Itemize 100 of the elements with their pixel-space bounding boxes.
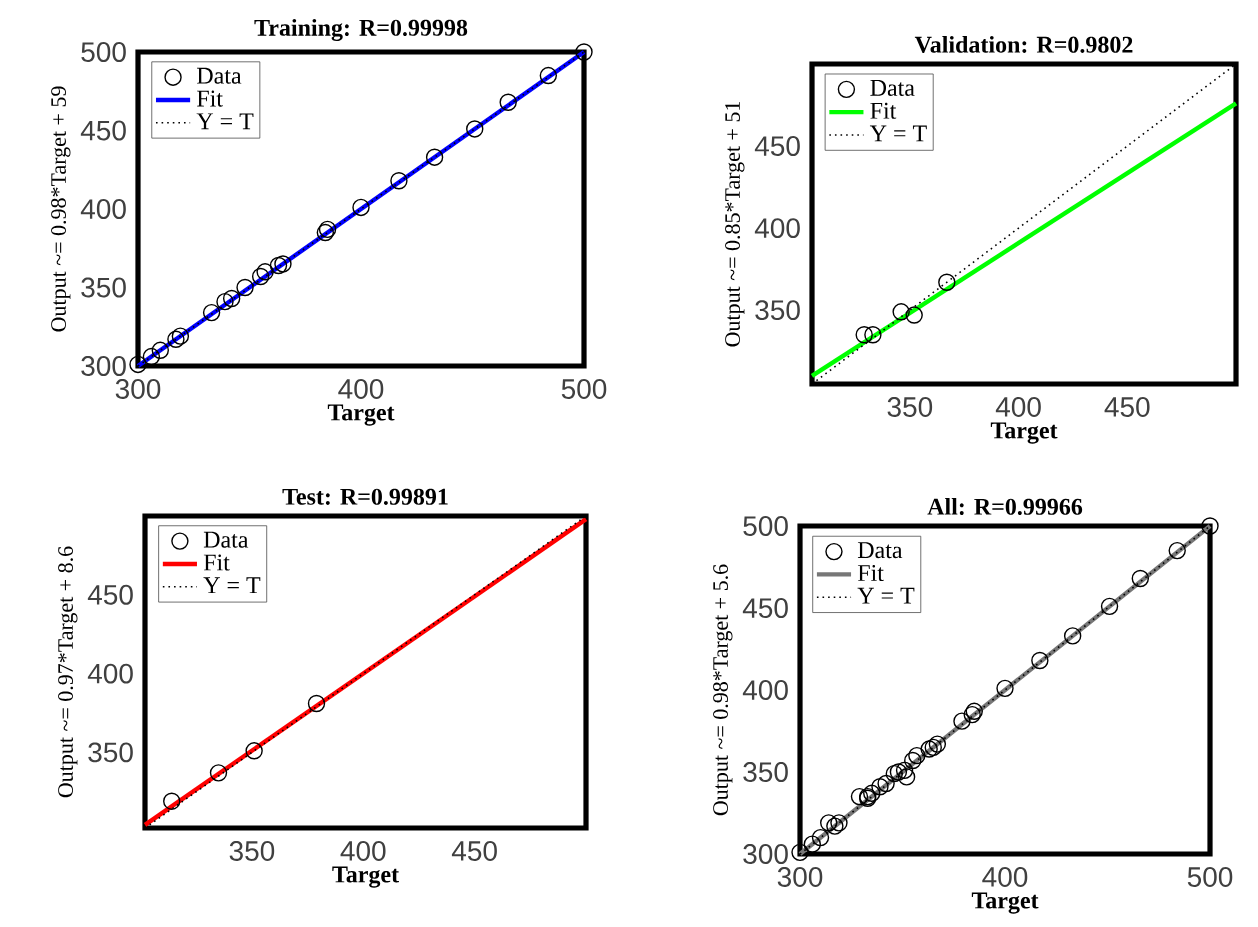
y-axis-title: Output ~= 0.85*Target + 51 [725,101,745,347]
y-tick-label: 400 [754,218,800,239]
point [864,326,882,344]
legend-label: Y = T [203,577,261,594]
y-tick-label: 500 [81,42,126,62]
y-tick-label: 450 [754,136,800,156]
point [892,303,910,321]
x-axis-title: Target [990,422,1058,444]
point [811,828,830,847]
point [938,273,956,291]
point [245,742,263,760]
point [803,835,822,853]
point [1063,627,1082,645]
point [996,679,1014,698]
legend-label: Y = T [869,125,927,142]
y-axis-title: Output ~= 0.97*Target + 8.6 [58,546,78,798]
legend-label: Fit [203,554,230,571]
y-tick-label: 350 [743,762,788,782]
y-tick-label: 300 [81,356,126,376]
legend-label: Data [857,542,903,559]
point [222,289,241,308]
point [1201,517,1219,535]
chart-title: All: R=0.99966 [927,497,1083,515]
point [1100,597,1119,616]
x-axis-title: Target [971,892,1039,914]
x-tick-label: 350 [887,397,933,417]
point [575,43,593,61]
point [928,735,947,753]
x-tick-label: 300 [115,379,161,399]
legend-label: Data [203,531,249,548]
point [251,267,270,286]
legend-label: Fit [197,90,223,107]
x-tick-label: 400 [995,397,1041,417]
legend-label: Fit [857,564,884,582]
legend-label: Fit [870,102,897,119]
point [1131,569,1150,588]
x-tick-label: 450 [1104,397,1150,417]
y-axis-title: Output ~= 0.98*Target + 59 [51,86,71,332]
chart-title: Test: R=0.99891 [282,488,448,505]
y-tick-label: 350 [81,277,126,298]
point [202,303,221,322]
y-tick-label: 400 [80,199,126,219]
x-axis-title: Target [327,404,395,426]
point [953,712,971,730]
x-axis-title: Target [332,866,399,888]
y-axis-title: Output ~= 0.98*Target + 5.6 [713,564,733,816]
point [163,792,181,810]
point [904,751,922,770]
chart-title: Validation: R=0.9802 [914,35,1133,53]
point [269,256,288,275]
point [167,330,185,348]
point [1031,651,1049,670]
y-tick-label: 450 [742,598,788,618]
x-tick-label: 400 [982,867,1028,887]
point [871,778,889,796]
y-tick-label: 450 [87,584,133,605]
point [499,93,517,111]
legend-label: Y = T [196,113,254,130]
point [539,66,558,85]
y-tick-label: 350 [88,742,133,763]
point [151,341,169,359]
point [895,761,914,780]
point [274,255,292,273]
point [905,306,923,324]
point [924,738,942,757]
point [256,263,274,281]
x-tick-label: 400 [340,841,386,861]
point [236,278,254,297]
point [1168,541,1186,560]
point [908,746,926,765]
y-tick-label: 400 [87,663,133,684]
legend-label: Data [197,67,242,84]
point [129,355,147,374]
point [877,774,895,793]
point [791,843,809,862]
point [352,198,370,217]
point [820,814,838,832]
y-tick-label: 500 [743,516,788,536]
x-tick-label: 300 [777,867,823,887]
point [920,740,938,758]
x-tick-label: 500 [1187,867,1233,887]
y-tick-label: 350 [755,300,800,321]
point [307,694,326,713]
y-tick-label: 450 [80,120,126,141]
x-tick-label: 450 [451,841,497,861]
x-tick-label: 350 [229,841,275,861]
point [390,172,408,190]
point [425,148,444,166]
point [897,768,916,786]
point [216,292,234,311]
point [171,327,190,345]
point [863,784,881,803]
point [142,347,161,366]
x-tick-label: 500 [561,379,607,399]
point [466,120,484,138]
point [826,817,844,835]
point [830,814,848,832]
legend-label: Data [870,79,915,96]
point [850,787,869,806]
point [885,764,904,783]
